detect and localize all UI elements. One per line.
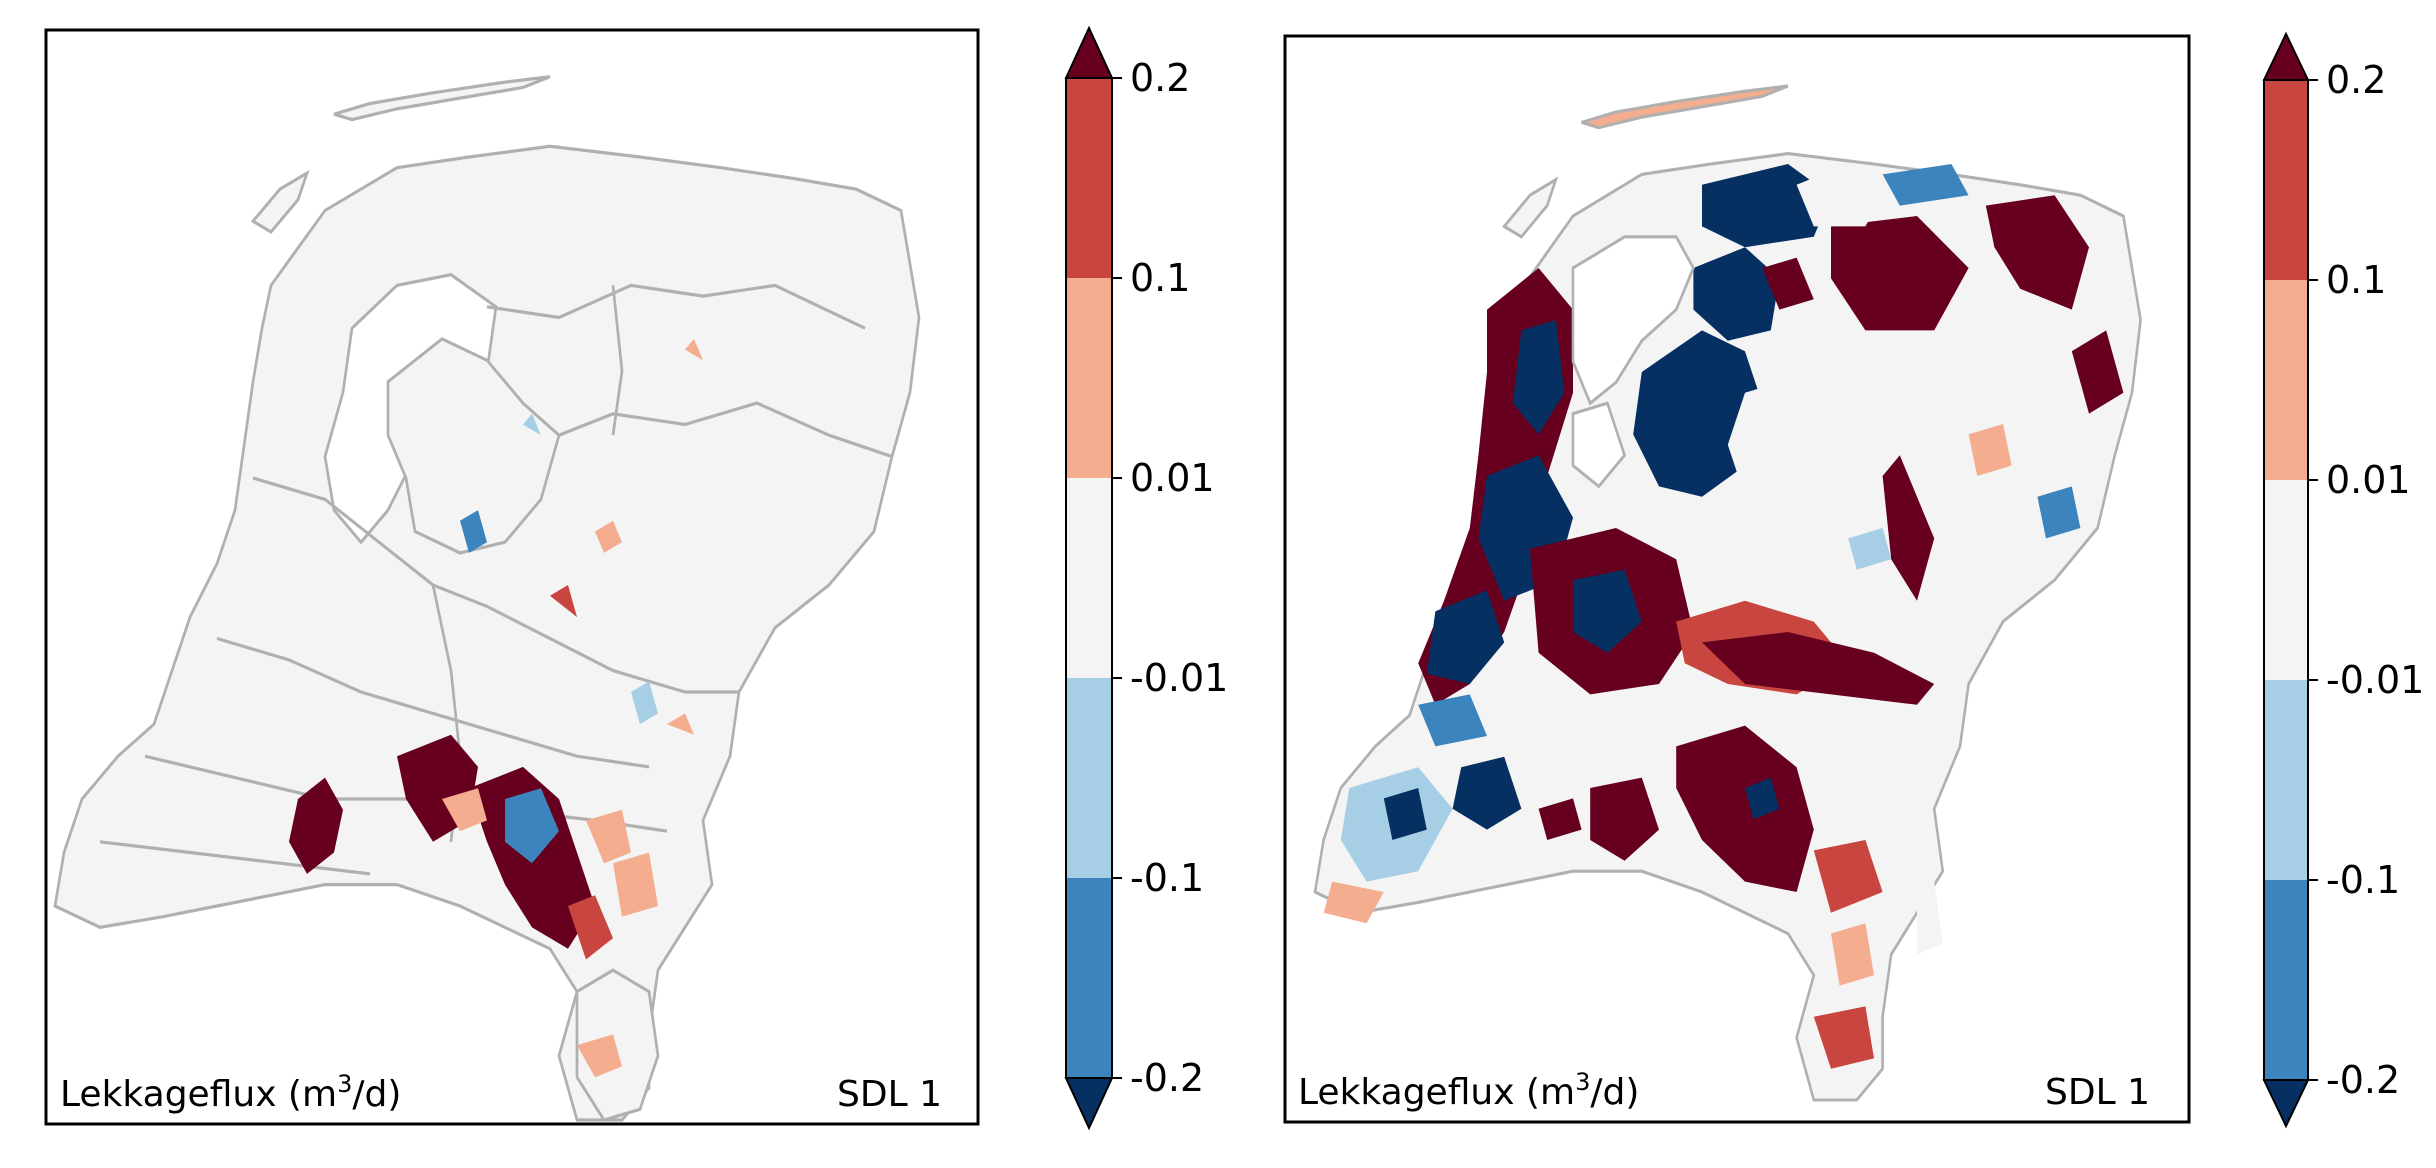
right-netherlands-map [1313,84,2142,1102]
left-colorbar-bin-2 [1066,278,1112,478]
left-colorbar-extend-high [1064,25,1114,79]
right-colorbar-tick-0: 0.2 [2326,58,2386,102]
left-colorbar-tick-0: 0.2 [1130,56,1190,100]
right-layer-label: SDL 1 [2045,1072,2150,1113]
left-layer-label: SDL 1 [837,1074,942,1115]
right-colorbar-bin-3 [2264,480,2308,680]
right-colorbar-bin-1 [2264,80,2308,280]
right-colorbar-tick-5: -0.2 [2326,1058,2400,1102]
left-netherlands-map [53,75,921,1122]
left-flevoland [386,337,561,555]
right-colorbar-tick-4: -0.1 [2326,858,2400,902]
right-colorbar-tick-1: 0.1 [2326,258,2386,302]
left-quantity-label: Lekkageflux (m3/d) [60,1070,401,1115]
left-colorbar-bin-3 [1066,478,1112,678]
right-colorbar-bin-4 [2264,680,2308,880]
right-map-panel: Lekkageflux (m3/d) SDL 1 [1283,34,2191,1124]
right-colorbar: 0.2 0.1 0.01 -0.01 -0.1 -0.2 [2262,31,2424,1129]
left-colorbar-tick-4: -0.1 [1130,856,1204,900]
left-colorbar-tick-2: 0.01 [1130,456,1215,500]
left-wadden-islands [333,75,551,122]
left-colorbar: 0.2 0.1 0.01 -0.01 -0.1 -0.2 [1064,25,1228,1131]
left-colorbar-tick-3: -0.01 [1130,656,1228,700]
right-colorbar-extend-low [2262,1079,2310,1129]
left-colorbar-extend-low [1064,1077,1114,1131]
right-colorbar-bin-5 [2264,880,2308,1080]
left-colorbar-bin-4 [1066,678,1112,878]
left-colorbar-tick-1: 0.1 [1130,256,1190,300]
right-flux-patches [1323,164,2124,1069]
right-colorbar-tick-3: -0.01 [2326,658,2424,702]
left-colorbar-bin-5 [1066,878,1112,1078]
right-colorbar-bin-2 [2264,280,2308,480]
left-colorbar-bin-1 [1066,78,1112,278]
right-quantity-label: Lekkageflux (m3/d) [1298,1068,1639,1113]
left-mainland [53,144,921,1122]
right-colorbar-extend-high [2262,31,2310,81]
right-colorbar-tick-2: 0.01 [2326,458,2411,502]
left-map-panel: Lekkageflux (m3/d) SDL 1 [44,28,980,1126]
left-colorbar-tick-5: -0.2 [1130,1056,1204,1100]
right-ijsselmeer [1571,235,1695,406]
